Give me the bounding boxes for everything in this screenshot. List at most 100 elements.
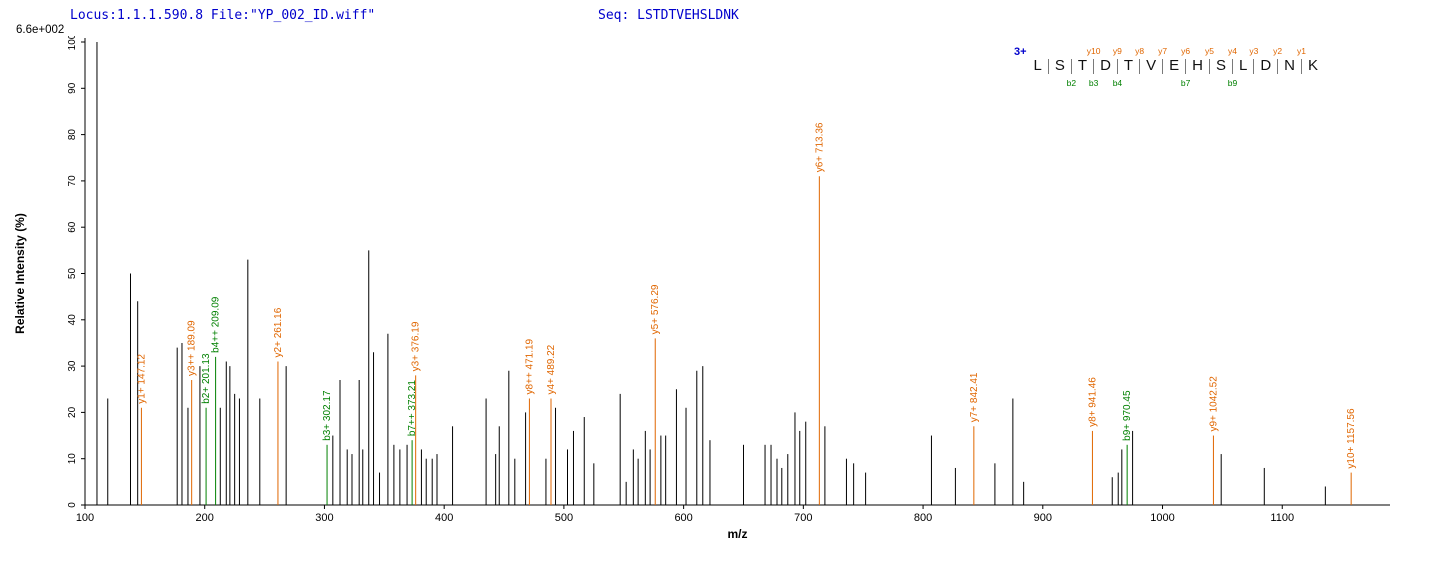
fragmentation-separator: y2 bbox=[1273, 46, 1282, 75]
peak-label: b2+ 201.13 bbox=[201, 353, 212, 404]
peak-label: y9+ 1042.52 bbox=[1208, 376, 1219, 432]
fragmentation-line bbox=[1139, 58, 1141, 74]
peak-label: y4+ 489.22 bbox=[546, 344, 557, 394]
fragmentation-line bbox=[1070, 58, 1072, 74]
peptide-residue: L bbox=[1033, 57, 1042, 74]
x-tick-label: 700 bbox=[794, 512, 812, 524]
y-axis-title: Relative Intensity (%) bbox=[13, 213, 27, 334]
peak-label: b9+ 970.45 bbox=[1122, 390, 1133, 441]
peak-label: y1+ 147.12 bbox=[136, 354, 147, 404]
peak-label: b7++ 373.21 bbox=[407, 380, 418, 437]
y-tick-label: 50 bbox=[67, 268, 78, 280]
fragmentation-separator: y3 bbox=[1249, 46, 1258, 75]
fragmentation-line bbox=[1253, 58, 1255, 74]
peptide-residue: E bbox=[1169, 57, 1180, 74]
peak-label: b4++ 209.09 bbox=[211, 296, 222, 353]
peak-label: y8+ 941.46 bbox=[1087, 377, 1098, 427]
peptide-residue: V bbox=[1146, 57, 1157, 74]
x-tick-label: 1100 bbox=[1270, 512, 1294, 524]
y-tick-label: 70 bbox=[67, 175, 78, 187]
x-tick-label: 100 bbox=[76, 512, 94, 524]
fragmentation-separator: y9 b4 bbox=[1113, 46, 1122, 88]
peak-label: y3++ 189.09 bbox=[187, 320, 198, 376]
peptide-residue: K bbox=[1308, 57, 1319, 74]
y-tick-label: 100 bbox=[67, 36, 78, 50]
x-tick-label: 200 bbox=[196, 512, 214, 524]
fragmentation-separator: y10 b3 bbox=[1087, 46, 1101, 88]
fragmentation-line bbox=[1301, 58, 1303, 74]
y-ion-label: y4 bbox=[1227, 46, 1237, 56]
x-tick-label: 300 bbox=[315, 512, 333, 524]
y-ion-label: y5 bbox=[1204, 46, 1214, 56]
b-ion-label: b4 bbox=[1112, 78, 1123, 88]
fragmentation-separator: b2 bbox=[1067, 57, 1076, 88]
fragmentation-separator bbox=[1044, 57, 1053, 75]
fragmentation-separator: y1 bbox=[1297, 46, 1306, 75]
fragmentation-separator: y4 b9 bbox=[1228, 46, 1237, 88]
fragmentation-line bbox=[1208, 58, 1210, 74]
fragmentation-line bbox=[1185, 58, 1187, 74]
b-ion-label: b3 bbox=[1088, 78, 1099, 88]
peptide-residue: S bbox=[1215, 57, 1226, 74]
spectrum-chart: 0 10 20 30 40 50 60 70 80 90 100 100 200 300 400 500 600… bbox=[13, 36, 1390, 541]
fragmentation-separator: y6 b7 bbox=[1181, 46, 1190, 88]
peptide-residue: L bbox=[1238, 57, 1248, 74]
y-tick-label: 20 bbox=[67, 406, 78, 418]
b-ion-label: b7 bbox=[1180, 78, 1191, 88]
y-tick-label: 40 bbox=[67, 314, 78, 326]
fragmentation-line bbox=[1093, 58, 1095, 74]
fragmentation-line bbox=[1116, 58, 1118, 74]
sequence-label: Seq: LSTDTVEHSLDNK bbox=[598, 8, 739, 23]
y-ion-label: y9 bbox=[1112, 46, 1122, 56]
peptide-residue: T bbox=[1123, 57, 1134, 74]
x-tick-label: 500 bbox=[555, 512, 573, 524]
y-tick-label: 30 bbox=[67, 360, 78, 372]
y-ion-label: y3 bbox=[1249, 46, 1259, 56]
fragmentation-line bbox=[1047, 58, 1049, 74]
locus-file-label: Locus:1.1.1.590.8 File:"YP_002_ID.wiff" bbox=[70, 8, 376, 23]
x-tick-label: 600 bbox=[674, 512, 692, 524]
peptide-residue: D bbox=[1100, 57, 1111, 74]
peptide-residue: S bbox=[1054, 57, 1065, 74]
b-ion-label: b9 bbox=[1227, 78, 1238, 88]
peak-label: y2+ 261.16 bbox=[273, 307, 284, 357]
peptide-residue: N bbox=[1284, 57, 1296, 74]
x-tick-label: 1000 bbox=[1150, 512, 1174, 524]
fragmentation-line bbox=[1162, 58, 1164, 74]
fragmentation-separator: y5 bbox=[1205, 46, 1214, 75]
precursor-charge: 3+ bbox=[1014, 46, 1027, 58]
peak-label: y5+ 576.29 bbox=[650, 284, 661, 334]
x-tick-label: 400 bbox=[435, 512, 453, 524]
peptide-residue: D bbox=[1260, 57, 1272, 74]
y-ion-label: y8 bbox=[1135, 46, 1145, 56]
peptide-residue: T bbox=[1077, 57, 1088, 74]
y-tick-label: 80 bbox=[67, 129, 78, 141]
y-tick-label: 0 bbox=[67, 502, 78, 508]
b-ion-label: b2 bbox=[1066, 78, 1077, 88]
peak-label: y8++ 471.19 bbox=[524, 338, 535, 394]
y-ion-label: y10 bbox=[1086, 46, 1101, 56]
y-ion-label: y1 bbox=[1297, 46, 1307, 56]
x-tick-label: 900 bbox=[1034, 512, 1052, 524]
x-tick-label: 800 bbox=[914, 512, 932, 524]
peak-label: y6+ 713.36 bbox=[814, 122, 825, 172]
y-ion-label: y7 bbox=[1158, 46, 1168, 56]
y-tick-label: 10 bbox=[67, 453, 78, 465]
peak-label: y3+ 376.19 bbox=[411, 321, 422, 371]
y-ion-label: y6 bbox=[1181, 46, 1191, 56]
max-intensity-label: 6.6e+002 bbox=[16, 24, 65, 36]
header: Locus:1.1.1.590.8 File:"YP_002_ID.wiff" … bbox=[0, 8, 1436, 26]
fragmentation-separator: y7 bbox=[1158, 46, 1167, 75]
y-tick-label: 60 bbox=[67, 221, 78, 233]
fragmentation-line bbox=[1231, 58, 1233, 74]
fragmentation-line bbox=[1277, 58, 1279, 74]
peak-label: b3+ 302.17 bbox=[322, 390, 333, 441]
peptide-residue: H bbox=[1192, 57, 1203, 74]
peak-label: y7+ 842.41 bbox=[969, 372, 980, 422]
y-tick-label: 90 bbox=[67, 82, 78, 94]
x-axis-title: m/z bbox=[727, 527, 747, 541]
fragmentation-separator: y8 bbox=[1135, 46, 1144, 75]
